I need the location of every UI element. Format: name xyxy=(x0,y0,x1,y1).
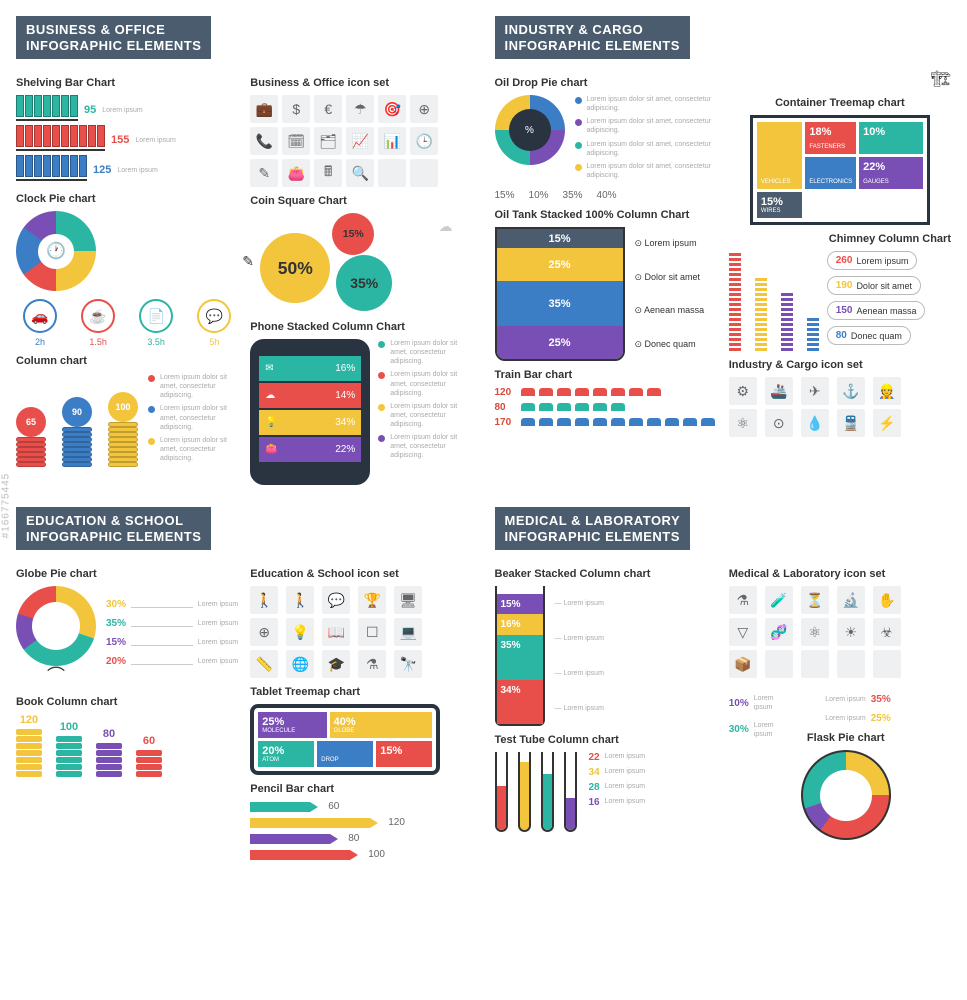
icon-cell: 📖 xyxy=(322,618,350,646)
icon-cell xyxy=(410,159,438,187)
oiltank-title: Oil Tank Stacked 100% Column Chart xyxy=(495,209,717,221)
icon-cell: ⚗ xyxy=(729,586,757,614)
testtube-title: Test Tube Column chart xyxy=(495,734,717,746)
globe-title: Globe Pie chart xyxy=(16,568,238,580)
icon-cell: ☣ xyxy=(873,618,901,646)
oil-tank: 15%25%35%25% xyxy=(495,227,625,361)
icon-cell: 👛 xyxy=(282,159,310,187)
industry-quadrant: INDUSTRY & CARGO INFOGRAPHIC ELEMENTS Oi… xyxy=(494,15,953,486)
icon-cell: 💬 xyxy=(322,586,350,614)
icon-cell: ⊙ xyxy=(765,409,793,437)
med-iconset-title: Medical & Laboratory icon set xyxy=(729,568,951,580)
icon-cell: € xyxy=(314,95,342,123)
icon-cell xyxy=(765,650,793,678)
icon-cell: 👷 xyxy=(873,377,901,405)
icon-cell: ⚛ xyxy=(729,409,757,437)
edu-iconset-title: Education & School icon set xyxy=(250,568,472,580)
train-title: Train Bar chart xyxy=(495,369,717,381)
icon-cell: 📦 xyxy=(729,650,757,678)
book-title: Book Column chart xyxy=(16,696,238,708)
icon-cell: 🚶 xyxy=(286,586,314,614)
tablet-treemap: 25%MOLECULE40%GLOBE20%ATOMDROP15% xyxy=(250,704,440,775)
business-quadrant: BUSINESS & OFFICE INFOGRAPHIC ELEMENTS S… xyxy=(15,15,474,486)
clock-pie-title: Clock Pie chart xyxy=(16,193,238,205)
page: BUSINESS & OFFICE INFOGRAPHIC ELEMENTS S… xyxy=(0,0,967,881)
shelving-title: Shelving Bar Chart xyxy=(16,77,238,89)
biz-iconset-title: Business & Office icon set xyxy=(250,77,472,89)
flask-pie xyxy=(801,750,891,840)
coin-square-title: Coin Square Chart xyxy=(250,195,472,207)
icon-cell: 🚆 xyxy=(837,409,865,437)
business-title: BUSINESS & OFFICE INFOGRAPHIC ELEMENTS xyxy=(16,16,211,59)
icon-cell: 🎓 xyxy=(322,650,350,678)
icon-cell: 🔍 xyxy=(346,159,374,187)
icon-cell: ☂ xyxy=(346,95,374,123)
icon-cell: 🚢 xyxy=(765,377,793,405)
medical-quadrant: MEDICAL & LABORATORY INFOGRAPHIC ELEMENT… xyxy=(494,506,953,866)
icon-cell: ☐ xyxy=(358,618,386,646)
icon-cell: ⚗ xyxy=(358,650,386,678)
icon-cell: ☀ xyxy=(837,618,865,646)
icon-cell: 🖩 xyxy=(314,159,342,187)
icon-cell: 📈 xyxy=(346,127,374,155)
icon-cell xyxy=(873,650,901,678)
icon-cell: 🧪 xyxy=(765,586,793,614)
container-treemap: 18%FASTENERS10%VEHICLESELECTRONICS22%GAU… xyxy=(750,115,930,225)
icon-cell: ⚓ xyxy=(837,377,865,405)
icon-cell xyxy=(837,650,865,678)
icon-cell: 📞 xyxy=(250,127,278,155)
flask-title: Flask Pie chart xyxy=(801,732,891,744)
icon-cell: 🗓 xyxy=(282,127,310,155)
icon-cell: ✈ xyxy=(801,377,829,405)
clock-pie: 🕐 xyxy=(16,211,96,291)
icon-cell: 🏆 xyxy=(358,586,386,614)
watermark: #166775445 xyxy=(1,473,12,539)
phone-chart: ✉16%☁14%💡34%👛22% xyxy=(250,339,370,485)
globe-pie xyxy=(16,586,96,666)
chimney-title: Chimney Column Chart xyxy=(729,233,951,245)
icon-cell: 🎯 xyxy=(378,95,406,123)
icon-cell: 💼 xyxy=(250,95,278,123)
icon-cell: ⚡ xyxy=(873,409,901,437)
icon-cell: 🗂 xyxy=(314,127,342,155)
column-title: Column chart xyxy=(16,355,238,367)
icon-cell: ⚙ xyxy=(729,377,757,405)
pencil-title: Pencil Bar chart xyxy=(250,783,472,795)
beaker-title: Beaker Stacked Column chart xyxy=(495,568,717,580)
icon-cell: ✎ xyxy=(250,159,278,187)
tablet-title: Tablet Treemap chart xyxy=(250,686,472,698)
icon-cell: ▽ xyxy=(729,618,757,646)
icon-cell: ⊕ xyxy=(410,95,438,123)
oildrop-title: Oil Drop Pie chart xyxy=(495,77,717,89)
icon-cell xyxy=(378,159,406,187)
icon-cell: 🔭 xyxy=(394,650,422,678)
ind-iconset-title: Industry & Cargo icon set xyxy=(729,359,951,371)
icon-cell: 🧬 xyxy=(765,618,793,646)
coin-square-chart: ✎ ☁ 50%15%35% xyxy=(250,213,472,313)
icon-cell: 📊 xyxy=(378,127,406,155)
beaker-chart: 15%16%35%34% xyxy=(495,586,545,726)
icon-cell: 💻 xyxy=(394,618,422,646)
phone-title: Phone Stacked Column Chart xyxy=(250,321,472,333)
icon-cell: 🌐 xyxy=(286,650,314,678)
container-title: Container Treemap chart xyxy=(729,97,951,109)
icon-cell: ✋ xyxy=(873,586,901,614)
icon-cell xyxy=(801,650,829,678)
icon-cell: ⏳ xyxy=(801,586,829,614)
icon-cell: 🔬 xyxy=(837,586,865,614)
icon-cell: 🕒 xyxy=(410,127,438,155)
industry-title: INDUSTRY & CARGO INFOGRAPHIC ELEMENTS xyxy=(495,16,690,59)
icon-cell: 🚶 xyxy=(250,586,278,614)
icon-cell: $ xyxy=(282,95,310,123)
icon-cell: ⊕ xyxy=(250,618,278,646)
education-quadrant: EDUCATION & SCHOOL INFOGRAPHIC ELEMENTS … xyxy=(15,506,474,866)
icon-cell: 🖥 xyxy=(394,586,422,614)
education-title: EDUCATION & SCHOOL INFOGRAPHIC ELEMENTS xyxy=(16,507,211,550)
icon-cell: 📏 xyxy=(250,650,278,678)
oil-drop-pie: % xyxy=(495,95,565,165)
icon-cell: 💡 xyxy=(286,618,314,646)
medical-title: MEDICAL & LABORATORY INFOGRAPHIC ELEMENT… xyxy=(495,507,691,550)
icon-cell: 💧 xyxy=(801,409,829,437)
icon-cell: ⚛ xyxy=(801,618,829,646)
